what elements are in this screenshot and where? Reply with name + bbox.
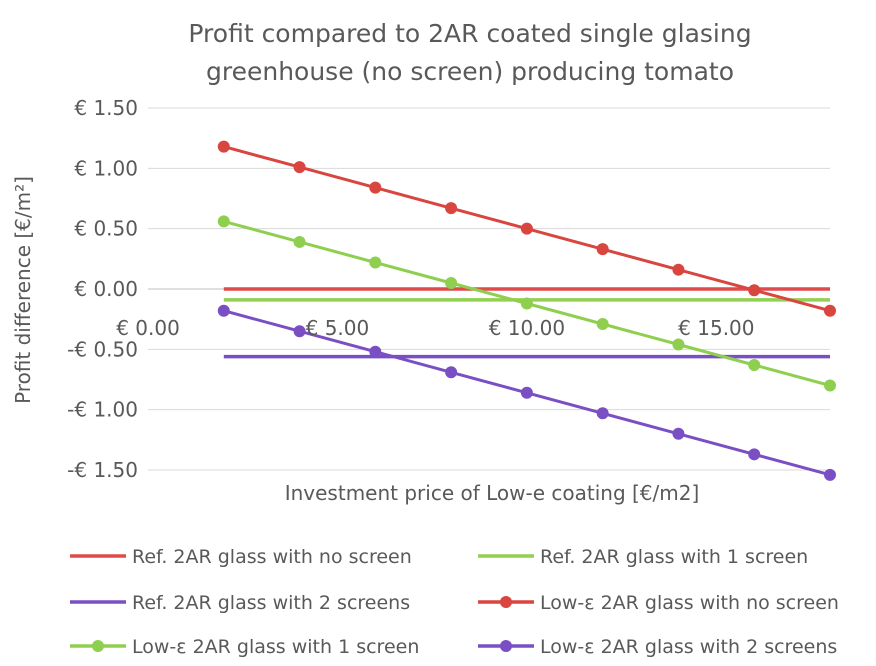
data-point — [369, 181, 382, 194]
legend-label: Low-ε 2AR glass with 2 screens — [540, 636, 837, 658]
data-point — [824, 468, 836, 481]
legend-item: Low-ε 2AR glass with 2 screens — [478, 636, 837, 658]
data-point — [217, 215, 230, 228]
legend-label: Ref. 2AR glass with 2 screens — [132, 592, 410, 614]
chart-title: Profit compared to 2AR coated single gla… — [188, 19, 751, 86]
x-tick-label: € 15.00 — [678, 316, 754, 340]
legend-label: Low-ε 2AR glass with 1 screen — [132, 636, 419, 658]
y-tick-label: -€ 1.50 — [67, 458, 138, 482]
x-axis-ticks: € 0.00 € 5.00 € 10.00 € 15.00 — [116, 316, 754, 340]
x-tick-label: € 5.00 — [306, 316, 370, 340]
plot-area — [217, 140, 836, 481]
y-tick-label: -€ 0.50 — [67, 337, 138, 361]
legend-label: Low-ε 2AR glass with no screen — [540, 592, 839, 614]
data-point — [824, 379, 836, 392]
legend-item: Ref. 2AR glass with no screen — [70, 546, 412, 568]
legend-marker — [92, 640, 104, 652]
chart-title-line-2: greenhouse (no screen) producing tomato — [206, 57, 734, 86]
data-point — [445, 276, 458, 289]
data-point — [824, 304, 836, 317]
data-point — [293, 325, 306, 338]
legend: Ref. 2AR glass with no screen Ref. 2AR gl… — [70, 546, 839, 658]
series-4 — [217, 215, 836, 392]
data-point — [748, 448, 761, 461]
data-point — [748, 284, 761, 297]
legend-label: Ref. 2AR glass with 1 screen — [540, 546, 808, 568]
series-5 — [217, 304, 836, 481]
data-point — [217, 140, 230, 153]
data-point — [445, 366, 458, 379]
data-point — [293, 161, 306, 174]
legend-item: Ref. 2AR glass with 2 screens — [70, 592, 410, 614]
data-point — [520, 297, 533, 310]
x-tick-label: € 10.00 — [489, 316, 565, 340]
legend-marker — [500, 640, 512, 652]
data-point — [596, 407, 609, 420]
y-axis-title: Profit difference [€/m²] — [11, 176, 35, 404]
legend-item: Low-ε 2AR glass with 1 screen — [70, 636, 419, 658]
x-axis-title: Investment price of Low-e coating [€/m2] — [285, 481, 700, 505]
data-point — [596, 243, 609, 256]
data-point — [672, 338, 685, 351]
data-point — [672, 427, 685, 440]
data-point — [520, 386, 533, 399]
legend-label: Ref. 2AR glass with no screen — [132, 546, 412, 568]
data-point — [672, 263, 685, 276]
data-point — [445, 202, 458, 215]
data-point — [217, 304, 230, 317]
y-tick-label: € 0.50 — [74, 217, 138, 241]
legend-item: Low-ε 2AR glass with no screen — [478, 592, 839, 614]
x-tick-label: € 0.00 — [116, 316, 180, 340]
data-point — [596, 317, 609, 330]
y-tick-label: € 1.50 — [74, 96, 138, 120]
legend-marker — [500, 596, 512, 608]
data-point — [369, 345, 382, 358]
y-tick-label: € 1.00 — [74, 156, 138, 180]
data-point — [369, 256, 382, 269]
y-axis-ticks: € 1.50 € 1.00 € 0.50 € 0.00 -€ 0.50 -€ 1.00 -€… — [67, 96, 138, 482]
chart-title-line-1: Profit compared to 2AR coated single gla… — [188, 19, 751, 48]
data-point — [520, 222, 533, 235]
y-tick-label: -€ 1.00 — [67, 398, 138, 422]
series-3 — [217, 140, 836, 317]
y-tick-label: € 0.00 — [74, 277, 138, 301]
data-point — [748, 359, 761, 372]
data-point — [293, 235, 306, 248]
legend-item: Ref. 2AR glass with 1 screen — [478, 546, 808, 568]
